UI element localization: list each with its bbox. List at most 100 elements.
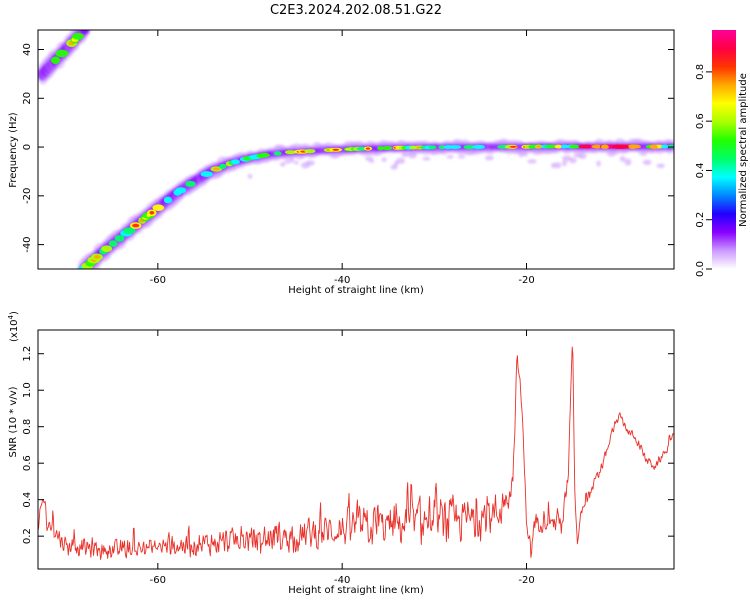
snr-frame bbox=[37, 329, 675, 570]
heat-cell bbox=[422, 156, 431, 161]
heat-cell bbox=[448, 145, 462, 150]
colorbar: 0.0 0.2 0.4 0.6 0.8 Normalized spectral ampl… bbox=[695, 30, 749, 277]
heat-cell bbox=[219, 163, 227, 170]
snr-y-tick-label: 1.0 bbox=[22, 382, 33, 398]
heat-cell bbox=[509, 145, 518, 148]
heat-cell bbox=[185, 180, 196, 188]
heat-cell bbox=[247, 173, 253, 179]
snr-y-tick-label: 0.6 bbox=[22, 455, 33, 471]
heat-cell bbox=[50, 56, 61, 65]
heat-cell bbox=[175, 187, 187, 194]
colorbar-tick-label: 0.4 bbox=[695, 162, 706, 178]
snr-multiplier-exponent: 4 bbox=[7, 314, 15, 319]
colorbar-tick-label: 0.6 bbox=[695, 113, 706, 129]
heat-cell bbox=[231, 159, 240, 165]
spectrogram-xlabel: Height of straight line (km) bbox=[288, 285, 424, 296]
heat-cell bbox=[280, 162, 286, 167]
heat-cell bbox=[284, 160, 292, 164]
heat-cell bbox=[457, 155, 466, 159]
heat-cell bbox=[569, 157, 577, 164]
snr-multiplier-base: (x10 bbox=[9, 319, 20, 342]
snr-x-tick-label: -60 bbox=[150, 575, 166, 586]
heat-cell bbox=[649, 144, 658, 150]
heat-cell bbox=[562, 155, 572, 162]
heat-cell bbox=[163, 196, 173, 204]
heat-cell bbox=[382, 146, 393, 151]
heat-cell bbox=[401, 153, 409, 158]
heat-cell bbox=[578, 153, 587, 159]
heat-cell bbox=[438, 145, 446, 150]
heat-cell bbox=[365, 147, 371, 150]
spectrogram-y-tick-label: 0 bbox=[22, 144, 33, 150]
colorbar-gradient bbox=[712, 30, 736, 269]
spectrogram-y-tick-label: -40 bbox=[22, 236, 33, 252]
heat-cell bbox=[611, 144, 630, 150]
heat-cell bbox=[581, 144, 594, 149]
heat-cell bbox=[407, 151, 417, 159]
snr-multiplier-close: ) bbox=[9, 311, 20, 315]
heat-cell bbox=[259, 152, 270, 158]
heat-cell bbox=[152, 204, 165, 211]
heat-cell bbox=[554, 162, 562, 169]
snr-ylabel: SNR (10 * v/v) bbox=[8, 386, 19, 457]
snr-y-tick-label: 0.4 bbox=[22, 492, 33, 508]
spectrogram-ylabel: Frequency (Hz) bbox=[8, 112, 19, 188]
heat-cell bbox=[596, 160, 601, 167]
heat-cell bbox=[213, 167, 220, 171]
heat-cell bbox=[518, 150, 524, 158]
heat-cell bbox=[381, 157, 387, 162]
colorbar-label: Normalized spectral amplitude bbox=[738, 73, 749, 227]
spectrogram-ticks: -60 -40 -20 -40 -20 0 20 40 bbox=[22, 30, 674, 286]
heat-cell bbox=[446, 155, 454, 159]
heat-cell bbox=[527, 159, 537, 164]
heat-cell bbox=[284, 150, 297, 155]
spectrogram-heatmap bbox=[38, 30, 674, 269]
heat-cell bbox=[476, 144, 486, 149]
heat-cell bbox=[661, 144, 669, 149]
heat-cell bbox=[568, 144, 581, 149]
heat-cell bbox=[72, 32, 85, 40]
heat-cell bbox=[290, 158, 295, 163]
spectrogram-x-tick-label: -40 bbox=[334, 275, 350, 286]
spectrogram-y-tick-label: 20 bbox=[22, 92, 33, 105]
heat-cell bbox=[484, 155, 494, 161]
figure-title: C2E3.2024.202.08.51.G22 bbox=[270, 3, 442, 18]
heat-cell bbox=[642, 159, 652, 166]
heat-cell bbox=[562, 160, 567, 167]
spectrogram-core bbox=[50, 32, 674, 269]
colorbar-ticks: 0.0 0.2 0.4 0.6 0.8 bbox=[695, 64, 712, 277]
snr-y-tick-label: 1.2 bbox=[22, 346, 33, 362]
spectrogram-x-tick-label: -60 bbox=[150, 275, 166, 286]
spectrogram-frame bbox=[37, 29, 675, 270]
heat-cell bbox=[294, 160, 299, 165]
spectrogram-x-tick-label: -20 bbox=[518, 275, 534, 286]
heat-cell bbox=[523, 151, 528, 157]
spectrogram-y-tick-label: -20 bbox=[22, 188, 33, 204]
heat-cell bbox=[619, 156, 626, 162]
heat-cell bbox=[396, 157, 406, 164]
heat-cell bbox=[356, 146, 367, 151]
heat-cell bbox=[108, 240, 118, 247]
heat-cell bbox=[536, 145, 542, 148]
heat-cell bbox=[591, 144, 603, 149]
snr-xlabel: Height of straight line (km) bbox=[288, 585, 424, 596]
heat-cell bbox=[200, 171, 213, 178]
heat-cell bbox=[114, 235, 125, 242]
snr-x-tick-label: -40 bbox=[334, 575, 350, 586]
heat-cell bbox=[600, 144, 609, 150]
heat-cell bbox=[122, 227, 136, 235]
heat-cell bbox=[132, 223, 140, 228]
snr-x-tick-label: -20 bbox=[518, 575, 534, 586]
heat-cell bbox=[94, 255, 100, 259]
heat-cell bbox=[377, 146, 385, 151]
snr-panel: -60 -40 -20 0.2 0.4 0.6 0.8 1.0 1.2 SNR (10 * v/… bbox=[7, 311, 675, 596]
snr-series-line bbox=[38, 346, 674, 560]
heat-cell bbox=[304, 149, 316, 154]
spectrogram-y-tick-label: 40 bbox=[22, 43, 33, 56]
snr-plot-area bbox=[38, 330, 674, 569]
heat-cell bbox=[101, 245, 113, 252]
heat-cell bbox=[332, 148, 340, 151]
heat-cell bbox=[305, 160, 315, 166]
heat-cell bbox=[55, 49, 69, 58]
